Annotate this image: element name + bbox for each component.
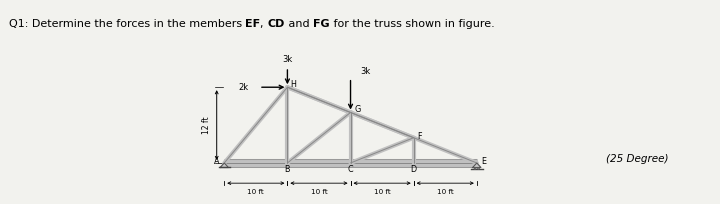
Text: B: B: [284, 165, 290, 174]
Text: ,: ,: [261, 19, 267, 29]
Text: 12 ft: 12 ft: [202, 116, 211, 134]
Text: 10 ft: 10 ft: [248, 189, 264, 195]
Text: E: E: [481, 157, 486, 166]
Text: for the truss shown in figure.: for the truss shown in figure.: [330, 19, 494, 29]
Text: 10 ft: 10 ft: [374, 189, 390, 195]
Circle shape: [474, 168, 476, 169]
Text: 2k: 2k: [238, 83, 248, 92]
Text: Q1: Determine the forces in the members: Q1: Determine the forces in the members: [9, 19, 246, 29]
Text: CD: CD: [267, 19, 285, 29]
Text: G: G: [354, 105, 361, 114]
Text: 3k: 3k: [282, 55, 292, 64]
Polygon shape: [472, 163, 481, 167]
Text: 10 ft: 10 ft: [437, 189, 454, 195]
Text: 3k: 3k: [360, 67, 370, 76]
Polygon shape: [220, 163, 228, 167]
Text: F: F: [418, 132, 422, 141]
Text: FG: FG: [313, 19, 330, 29]
Text: C: C: [348, 165, 354, 174]
Text: and: and: [285, 19, 313, 29]
Text: D: D: [410, 165, 417, 174]
Text: EF: EF: [246, 19, 261, 29]
Text: 10 ft: 10 ft: [310, 189, 328, 195]
Text: A: A: [215, 157, 220, 166]
Text: H: H: [290, 80, 296, 89]
Text: (25 Degree): (25 Degree): [606, 154, 668, 164]
Circle shape: [477, 168, 480, 169]
